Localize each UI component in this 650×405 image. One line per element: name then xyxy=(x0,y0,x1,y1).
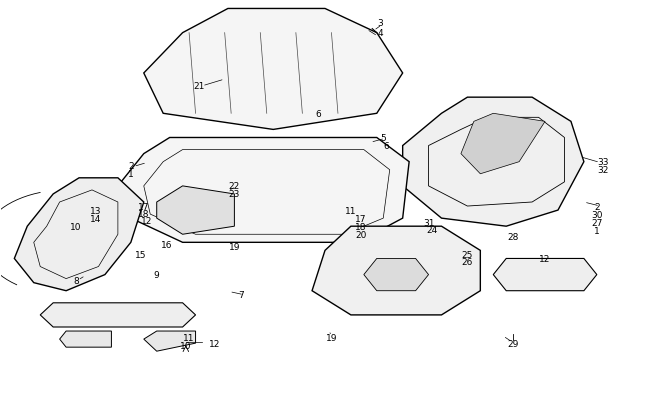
Text: 26: 26 xyxy=(462,258,473,266)
PathPatch shape xyxy=(364,259,428,291)
PathPatch shape xyxy=(493,259,597,291)
Text: 12: 12 xyxy=(540,254,551,263)
Text: 18: 18 xyxy=(138,209,150,218)
Text: 1: 1 xyxy=(594,226,600,235)
Text: 25: 25 xyxy=(462,250,473,259)
Text: 33: 33 xyxy=(597,158,609,167)
Text: 8: 8 xyxy=(73,277,79,286)
Text: 29: 29 xyxy=(507,339,519,348)
Text: 10: 10 xyxy=(70,222,81,231)
PathPatch shape xyxy=(118,138,409,243)
Text: 5: 5 xyxy=(380,134,386,143)
PathPatch shape xyxy=(402,98,584,227)
Text: 15: 15 xyxy=(135,250,146,259)
PathPatch shape xyxy=(157,186,235,234)
Text: 17: 17 xyxy=(138,202,150,211)
Text: 4: 4 xyxy=(377,29,383,38)
PathPatch shape xyxy=(40,303,196,327)
Text: 6: 6 xyxy=(384,142,389,151)
Text: 22: 22 xyxy=(229,182,240,191)
PathPatch shape xyxy=(60,331,111,347)
PathPatch shape xyxy=(461,114,545,174)
Text: 2: 2 xyxy=(594,202,600,211)
Text: 2: 2 xyxy=(128,162,134,171)
Text: 20: 20 xyxy=(355,230,367,239)
Text: 19: 19 xyxy=(326,333,337,342)
Text: 7: 7 xyxy=(238,290,244,300)
Text: 30: 30 xyxy=(591,210,603,219)
Text: 11: 11 xyxy=(345,207,357,216)
Text: 12: 12 xyxy=(209,340,220,349)
PathPatch shape xyxy=(144,331,196,351)
Text: 9: 9 xyxy=(154,271,160,279)
Text: 24: 24 xyxy=(426,225,437,234)
Text: 10: 10 xyxy=(180,341,192,350)
PathPatch shape xyxy=(144,9,402,130)
Text: 16: 16 xyxy=(161,240,172,249)
Text: 13: 13 xyxy=(90,206,101,215)
Text: 28: 28 xyxy=(507,232,519,241)
Text: 14: 14 xyxy=(90,214,101,223)
PathPatch shape xyxy=(312,227,480,315)
Text: 17: 17 xyxy=(355,215,367,224)
Text: 19: 19 xyxy=(229,242,240,251)
Text: 21: 21 xyxy=(193,81,205,90)
Text: 18: 18 xyxy=(355,222,367,231)
PathPatch shape xyxy=(14,178,144,291)
Text: 12: 12 xyxy=(141,217,153,226)
Text: 31: 31 xyxy=(422,218,434,227)
Text: 3: 3 xyxy=(377,19,383,28)
Text: 6: 6 xyxy=(316,109,321,119)
Text: 23: 23 xyxy=(229,190,240,199)
Text: 32: 32 xyxy=(597,166,609,175)
Text: 1: 1 xyxy=(128,170,134,179)
Text: 11: 11 xyxy=(183,333,195,342)
Text: 27: 27 xyxy=(591,218,603,227)
